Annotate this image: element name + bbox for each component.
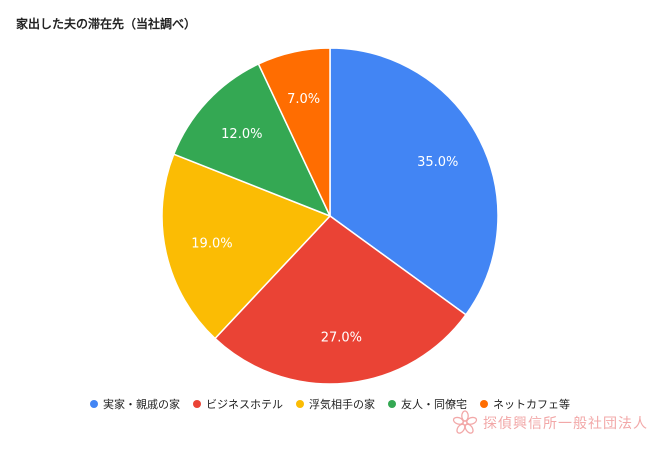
chart-legend: 実家・親戚の家 ビジネスホテル 浮気相手の家 友人・同僚宅 ネットカフェ等	[0, 396, 660, 412]
watermark-text: 探偵興信所一般社団法人	[483, 416, 648, 432]
legend-label-3: 友人・同僚宅	[401, 398, 467, 411]
pie-slice-label-0: 35.0%	[417, 155, 458, 170]
cherry-blossom-icon	[452, 410, 478, 434]
pie-slice-3	[172, 62, 332, 218]
pie-slice-label-3: 12.0%	[221, 127, 262, 142]
legend-dot-3	[388, 400, 396, 408]
watermark: 探偵興信所一般社団法人	[452, 410, 648, 436]
legend-item-0: 実家・親戚の家	[90, 396, 180, 412]
chart-title: 家出した夫の滞在先（当社調べ）	[16, 17, 197, 31]
pie-slice-0	[329, 47, 499, 316]
legend-label-1: ビジネスホテル	[206, 398, 283, 411]
pie-slice-1	[213, 215, 467, 385]
pie-slice-label-1: 27.0%	[321, 330, 362, 345]
legend-dot-0	[90, 400, 98, 408]
legend-label-2: 浮気相手の家	[309, 398, 375, 411]
pie-slice-label-2: 19.0%	[191, 236, 232, 251]
legend-label-0: 実家・親戚の家	[103, 398, 180, 411]
legend-item-4: ネットカフェ等	[480, 396, 570, 412]
pie-slice-4	[257, 47, 331, 217]
legend-item-3: 友人・同僚宅	[388, 396, 467, 412]
legend-label-4: ネットカフェ等	[493, 398, 570, 411]
legend-dot-1	[193, 400, 201, 408]
legend-dot-4	[480, 400, 488, 408]
legend-item-2: 浮気相手の家	[296, 396, 375, 412]
legend-dot-2	[296, 400, 304, 408]
pie-slice-2	[161, 153, 332, 340]
legend-item-1: ビジネスホテル	[193, 396, 283, 412]
pie-slice-label-4: 7.0%	[287, 92, 320, 107]
